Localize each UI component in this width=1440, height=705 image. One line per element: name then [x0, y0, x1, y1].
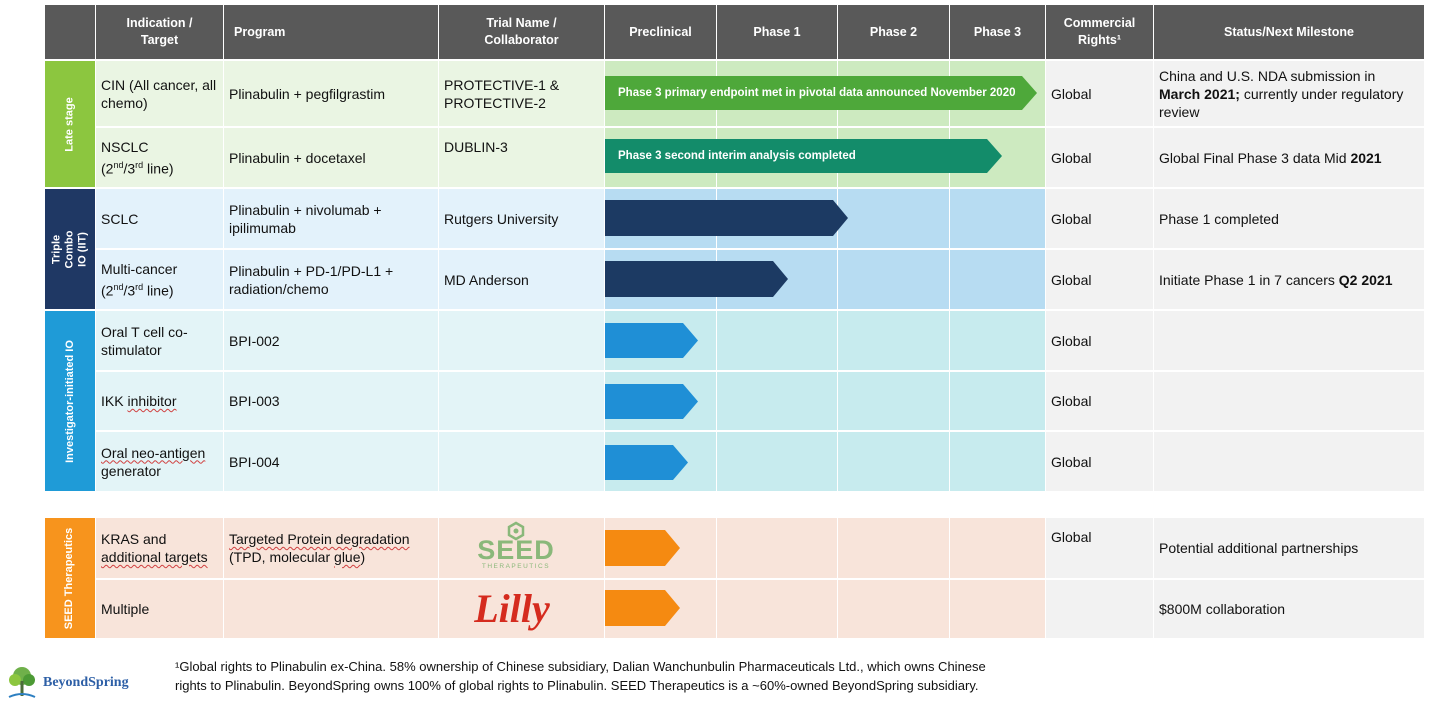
row-bpi004-rights: Global: [1051, 453, 1092, 470]
header-corner: [45, 5, 95, 59]
group-late-stage: Late stage: [45, 61, 95, 187]
row-sclc-status: Phase 1 completed: [1159, 210, 1279, 227]
header-rights: Commercial Rights¹: [1046, 5, 1153, 59]
inv-row-bg: [96, 311, 605, 491]
header-trial: Trial Name / Collaborator: [439, 5, 604, 59]
late-status-bg: [1046, 61, 1424, 187]
row-multiple-arrow: [605, 590, 680, 626]
row-bpi002-indication: Oral T cell co-stimulator: [101, 323, 188, 358]
group-triple-combo: Triple Combo IO (IIT): [45, 189, 95, 309]
footnote: ¹Global rights to Plinabulin ex-China. 5…: [175, 657, 1075, 695]
header-phase2: Phase 2: [838, 5, 949, 59]
row-cin-rights: Global: [1051, 85, 1092, 102]
row-nsclc-indication: NSCLC (2nd/3rd line): [101, 138, 174, 177]
header-phase3: Phase 3: [950, 5, 1045, 59]
footnote-line-1: ¹Global rights to Plinabulin ex-China. 5…: [175, 659, 986, 674]
row-multicancer-status: Initiate Phase 1 in 7 cancers Q2 2021: [1159, 271, 1393, 288]
row-nsclc-program: Plinabulin + docetaxel: [229, 149, 366, 166]
row-sclc-arrow: [605, 200, 848, 236]
row-multicancer-program: Plinabulin + PD-1/PD-L1 + radiation/chem…: [229, 262, 394, 297]
row-kras-arrow: [605, 530, 680, 566]
row-bpi004-indication: Oral neo-antigen generator: [101, 444, 206, 479]
row-bpi003-indication: IKK inhibitor: [101, 393, 177, 409]
row-multicancer-rights: Global: [1051, 271, 1092, 288]
row-multicancer-arrow: [605, 261, 788, 297]
inv-status-bg: [1046, 311, 1424, 491]
footnote-line-2: rights to Plinabulin. BeyondSpring owns …: [175, 678, 979, 693]
row-sclc-indication: SCLC: [101, 210, 139, 227]
row-multiple-indication: Multiple: [101, 601, 150, 617]
row-nsclc-status: Global Final Phase 3 data Mid 2021: [1159, 149, 1382, 166]
group-seed: SEED Therapeutics: [45, 518, 95, 638]
row-sclc-trial: Rutgers University: [444, 210, 559, 227]
row-bpi002-program: BPI-002: [229, 332, 280, 349]
header-preclinical: Preclinical: [605, 5, 716, 59]
row-sclc-rights: Global: [1051, 210, 1092, 227]
tree-icon: [8, 667, 36, 698]
row-bpi003-arrow: [605, 384, 698, 419]
seed-logo: SEED THERAPEUTICS: [470, 521, 562, 573]
row-bpi002-arrow: [605, 323, 698, 358]
row-nsclc-trial: DUBLIN-3: [444, 139, 508, 155]
row-nsclc-arrow: [605, 139, 1002, 173]
header-program: Program: [224, 5, 438, 59]
row-cin-program: Plinabulin + pegfilgrastim: [229, 85, 386, 102]
row-kras-status: Potential additional partnerships: [1159, 540, 1359, 556]
row-kras-indication: KRAS and additional targets: [101, 531, 208, 565]
row-multicancer-trial: MD Anderson: [444, 271, 529, 288]
row-multiple-status: $800M collaboration: [1159, 601, 1286, 617]
row-bpi003-program: BPI-003: [229, 393, 280, 409]
row-cin-trial: PROTECTIVE-1 & PROTECTIVE-2: [444, 76, 560, 111]
group-investigator: Investigator-initiated IO: [45, 311, 95, 491]
header-phase1: Phase 1: [717, 5, 837, 59]
row-nsclc-rights: Global: [1051, 149, 1092, 166]
late-row-bg: [96, 61, 605, 187]
row-bpi004-program: BPI-004: [229, 453, 280, 470]
row-cin-status: China and U.S. NDA submission in March 2…: [1159, 67, 1404, 120]
row-kras-rights: Global: [1051, 529, 1092, 545]
header-status: Status/Next Milestone: [1154, 5, 1424, 59]
beyondspring-logo: BeyondSpring: [5, 665, 145, 701]
row-multicancer-indication: Multi-cancer (2nd/3rd line): [101, 260, 178, 299]
row-bpi003-rights: Global: [1051, 393, 1092, 409]
row-cin-indication: CIN (All cancer, all chemo): [101, 76, 217, 111]
row-cin-arrow-label: Phase 3 primary endpoint met in pivotal …: [618, 87, 1016, 99]
row-cin-arrow: [605, 76, 1037, 110]
row-bpi004-arrow: [605, 445, 688, 480]
row-bpi002-rights: Global: [1051, 332, 1092, 349]
row-sclc-program: Plinabulin + nivolumab + ipilimumab: [229, 201, 382, 236]
lilly-logo: Lilly: [474, 586, 550, 631]
row-kras-program: Targeted Protein degradation (TPD, molecu…: [229, 531, 410, 565]
header-indication: Indication / Target: [96, 5, 223, 59]
row-nsclc-arrow-label: Phase 3 second interim analysis complete…: [618, 150, 856, 162]
